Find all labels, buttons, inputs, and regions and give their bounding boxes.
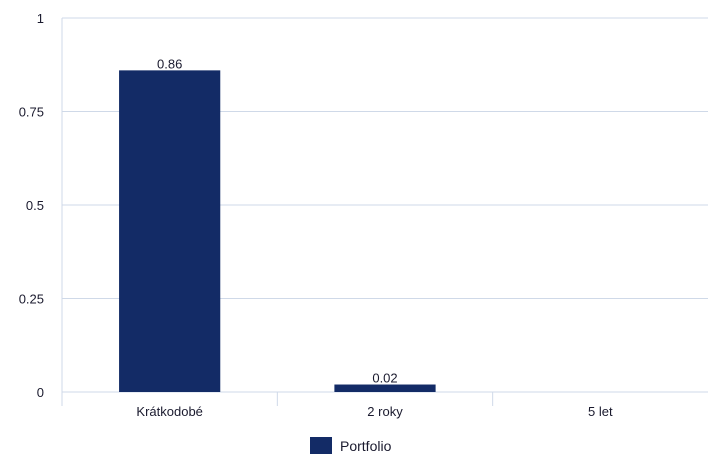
- data-label: 0.86: [157, 56, 182, 71]
- legend[interactable]: Portfolio: [310, 437, 392, 454]
- x-tick-label: 2 roky: [367, 404, 403, 419]
- y-axis: 0 0.25 0.5 0.75 1: [19, 11, 63, 406]
- data-labels: 0.86 0.02: [157, 56, 398, 385]
- legend-label-portfolio: Portfolio: [340, 438, 392, 454]
- y-tick-label: 0: [37, 385, 44, 400]
- x-tick-label: 5 let: [588, 404, 613, 419]
- data-label: 0.02: [372, 371, 397, 386]
- y-tick-label: 1: [37, 11, 44, 26]
- bar[interactable]: [334, 384, 436, 392]
- x-tick-label: Krátkodobé: [136, 404, 203, 419]
- y-tick-label: 0.5: [26, 198, 44, 213]
- legend-swatch-portfolio: [310, 437, 332, 454]
- y-tick-label: 0.75: [19, 105, 44, 120]
- x-axis: Krátkodobé 2 roky 5 let: [136, 392, 613, 419]
- bars: [119, 70, 436, 393]
- bar[interactable]: [119, 70, 221, 393]
- y-tick-label: 0.25: [19, 292, 44, 307]
